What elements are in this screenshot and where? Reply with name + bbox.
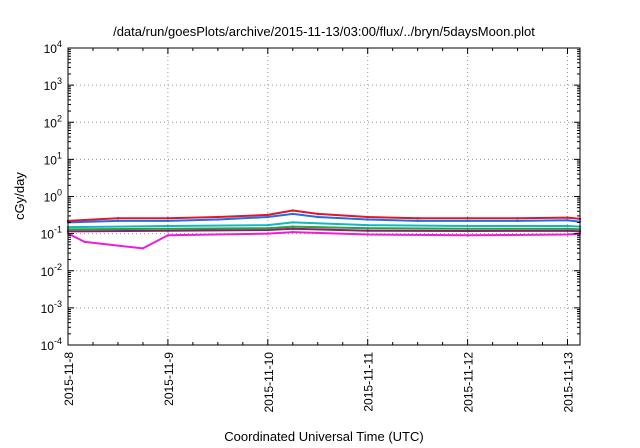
data-point bbox=[291, 212, 294, 216]
data-point bbox=[166, 217, 170, 220]
series-line-1 bbox=[67, 209, 581, 222]
y-tick-label: 10-1 bbox=[41, 225, 62, 242]
data-point bbox=[166, 219, 170, 223]
data-point bbox=[166, 224, 170, 228]
data-point bbox=[566, 227, 569, 230]
data-point bbox=[466, 229, 469, 233]
data-point bbox=[416, 219, 419, 223]
y-tick-exponent: 4 bbox=[57, 39, 62, 49]
x-tick-label: 2015-11-12 bbox=[462, 352, 476, 413]
data-point bbox=[466, 217, 469, 220]
data-point bbox=[266, 213, 269, 217]
y-tick-label: 10-2 bbox=[41, 262, 62, 279]
y-tick-base: 10 bbox=[44, 79, 58, 93]
data-point bbox=[166, 234, 170, 237]
series-group bbox=[66, 209, 582, 250]
data-point bbox=[291, 221, 294, 224]
y-axis-label: cGy/day bbox=[12, 172, 27, 220]
y-tick-exponent: -4 bbox=[54, 336, 62, 346]
y-tick-exponent: 3 bbox=[57, 76, 62, 86]
y-tick-label: 103 bbox=[44, 76, 62, 93]
data-point bbox=[266, 215, 269, 219]
data-point bbox=[366, 229, 369, 232]
data-point bbox=[266, 232, 269, 235]
x-tick-label: 2015-11-11 bbox=[362, 352, 376, 412]
data-point bbox=[466, 224, 469, 228]
data-point bbox=[566, 224, 569, 228]
y-tick-base: 10 bbox=[44, 191, 58, 205]
data-point bbox=[316, 212, 319, 216]
y-tick-base: 10 bbox=[44, 153, 58, 167]
data-point bbox=[316, 215, 319, 219]
y-tick-exponent: 1 bbox=[57, 150, 62, 160]
y-tick-base: 10 bbox=[44, 42, 58, 56]
y-tick-base: 10 bbox=[41, 302, 55, 316]
data-point bbox=[366, 223, 369, 227]
x-tick-label: 2015-11-8 bbox=[62, 352, 76, 406]
x-tick-label: 2015-11-9 bbox=[162, 352, 176, 406]
data-point bbox=[366, 215, 369, 219]
data-point bbox=[291, 209, 294, 212]
data-point bbox=[416, 217, 419, 220]
data-point bbox=[566, 219, 569, 222]
data-point bbox=[366, 218, 369, 221]
data-point bbox=[291, 227, 294, 230]
data-point bbox=[216, 215, 220, 219]
y-tick-exponent: -2 bbox=[54, 262, 62, 272]
data-point bbox=[266, 227, 269, 230]
y-tick-base: 10 bbox=[41, 228, 55, 242]
data-point bbox=[566, 229, 569, 232]
data-point bbox=[166, 229, 170, 232]
data-point bbox=[466, 227, 469, 230]
x-tick-label: 2015-11-13 bbox=[562, 352, 576, 413]
y-tick-base: 10 bbox=[41, 265, 55, 279]
y-tick-exponent: -1 bbox=[54, 225, 62, 235]
data-point bbox=[116, 219, 120, 223]
x-tick-label: 2015-11-10 bbox=[262, 352, 276, 413]
data-point bbox=[566, 216, 569, 219]
y-tick-exponent: 2 bbox=[57, 113, 62, 123]
series-line-5 bbox=[67, 227, 581, 233]
series-line-3 bbox=[67, 221, 581, 229]
y-tick-label: 10-4 bbox=[41, 336, 62, 353]
series-line-4 bbox=[67, 225, 581, 231]
y-tick-label: 102 bbox=[44, 113, 62, 130]
data-point bbox=[366, 227, 369, 230]
data-point bbox=[516, 219, 519, 223]
y-tick-label: 101 bbox=[44, 150, 62, 167]
data-point bbox=[116, 217, 120, 220]
series-line-6 bbox=[67, 231, 581, 250]
y-tick-exponent: 0 bbox=[57, 188, 62, 198]
x-axis-ticks: 2015-11-8 2015-11-9 2015-11-10 2015-11-11 20… bbox=[62, 48, 576, 413]
data-point bbox=[516, 217, 519, 220]
data-point bbox=[266, 223, 269, 227]
data-point bbox=[291, 225, 294, 228]
data-point bbox=[466, 219, 469, 223]
y-tick-label: 10-3 bbox=[41, 299, 62, 316]
y-tick-exponent: -3 bbox=[54, 299, 62, 309]
chart-title: /data/run/goesPlots/archive/2015-11-13/0… bbox=[113, 24, 535, 39]
data-point bbox=[366, 233, 369, 236]
y-tick-base: 10 bbox=[41, 339, 55, 353]
y-tick-base: 10 bbox=[44, 116, 58, 130]
y-tick-label: 100 bbox=[44, 188, 62, 205]
data-point bbox=[216, 218, 220, 221]
grid bbox=[68, 48, 580, 345]
y-tick-label: 104 bbox=[44, 39, 62, 56]
data-point bbox=[466, 234, 469, 237]
x-axis-label: Coordinated Universal Time (UTC) bbox=[224, 429, 423, 444]
data-point bbox=[291, 230, 294, 234]
data-point bbox=[566, 233, 569, 236]
data-point bbox=[83, 240, 86, 244]
data-point bbox=[141, 247, 145, 250]
data-point bbox=[266, 228, 269, 232]
data-point bbox=[166, 227, 170, 230]
